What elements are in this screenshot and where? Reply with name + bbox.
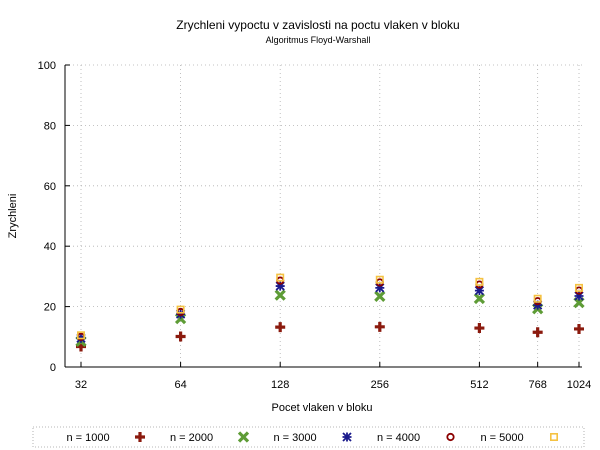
x-tick-label: 768 — [528, 379, 546, 391]
y-tick-label: 0 — [50, 362, 56, 374]
data-point-square — [574, 283, 583, 292]
legend: n = 1000 n = 2000 n = 3000 n = 4000 n = 5000 — [32, 426, 585, 448]
data-point-plus — [574, 323, 584, 334]
data-point-star — [574, 291, 584, 301]
y-tick-label: 80 — [44, 120, 56, 132]
data-point-plus — [175, 331, 186, 342]
grid-lines — [65, 64, 582, 367]
x-tick-label: 64 — [174, 379, 186, 391]
x-tick-label: 512 — [470, 379, 488, 391]
data-point-square — [375, 275, 384, 284]
data-point-cross — [174, 313, 187, 325]
legend-label: n = 1000 — [66, 432, 109, 444]
chart-title: Zrychleni vypoctu v zavislosti na poctu … — [176, 18, 459, 32]
legend-marker-square — [549, 432, 558, 441]
legend-box — [32, 426, 585, 448]
legend-label: n = 5000 — [480, 432, 523, 444]
axes — [64, 65, 582, 368]
data-point-plus — [275, 322, 286, 333]
chart-subtitle: Algoritmus Floyd-Warshall — [266, 35, 371, 45]
data-point-plus — [474, 323, 485, 334]
x-tick-label: 256 — [371, 379, 389, 391]
x-tick-label: 1024 — [567, 379, 591, 391]
data-point-star — [175, 309, 186, 319]
data-point-plus — [532, 327, 543, 338]
data-points — [75, 273, 585, 352]
data-point-star — [375, 283, 385, 293]
data-point-cross — [374, 290, 386, 302]
y-tick-label: 20 — [44, 302, 56, 314]
y-tick-label: 100 — [38, 60, 56, 72]
data-point-plus — [374, 321, 385, 332]
x-tick-label: 128 — [271, 379, 289, 391]
legend-label: n = 4000 — [377, 432, 420, 444]
legend-label: n = 2000 — [170, 432, 213, 444]
data-point-square — [475, 277, 484, 286]
y-axis-label: Zrychleni — [7, 194, 19, 239]
x-tick-label: 32 — [75, 379, 87, 391]
data-point-cross — [274, 289, 286, 301]
x-axis-label: Pocet vlaken v bloku — [272, 402, 373, 414]
data-point-square — [533, 294, 542, 303]
data-point-square — [77, 331, 86, 340]
data-point-square — [176, 305, 185, 314]
legend-marker-circle — [446, 432, 455, 442]
data-point-cross — [473, 292, 486, 305]
legend-label: n = 3000 — [273, 432, 316, 444]
data-point-star — [275, 281, 285, 291]
data-point-star — [474, 285, 485, 296]
legend-marker-star — [342, 432, 352, 442]
y-tick-label: 60 — [44, 181, 56, 193]
y-ticks: 0 20 40 60 80 100 — [38, 60, 70, 374]
legend-marker-cross — [237, 431, 250, 443]
y-tick-label: 40 — [44, 241, 56, 253]
data-point-square — [276, 273, 285, 282]
x-ticks: 32 64 128 256 512 768 1024 — [75, 362, 591, 391]
legend-marker-plus — [135, 432, 145, 442]
